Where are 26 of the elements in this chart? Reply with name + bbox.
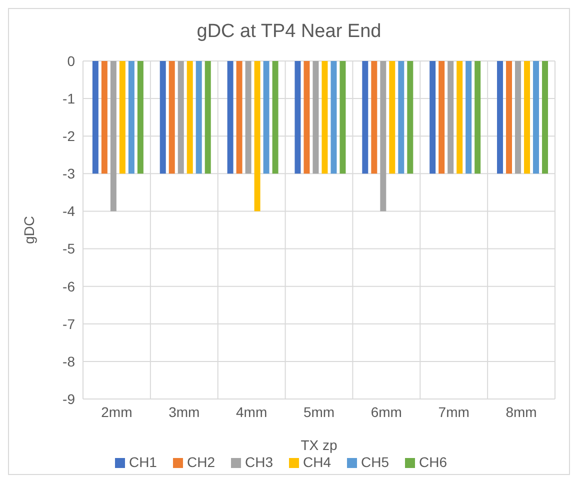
y-tick-label: -4 [62, 203, 76, 220]
y-tick-label: -3 [62, 166, 76, 182]
chart-title: gDC at TP4 Near End [196, 20, 382, 44]
y-tick-label: -5 [62, 240, 76, 257]
x-tick-label: 6mm [370, 404, 402, 420]
legend-label: CH1 [128, 454, 157, 470]
y-tick-label: -6 [62, 278, 76, 294]
legend-label: CH3 [244, 454, 273, 470]
x-tick-label: 5mm [303, 404, 335, 420]
x-tick-label: 3mm [168, 404, 200, 420]
y-tick-label: -8 [62, 353, 76, 370]
y-tick-label: -1 [62, 90, 76, 107]
y-tick-label: -2 [62, 128, 76, 144]
legend-label: CH5 [361, 454, 390, 470]
x-tick-label: 8mm [506, 404, 537, 420]
legend-label: CH4 [303, 454, 332, 470]
x-tick-label: 4mm [236, 404, 268, 420]
legend-label: CH2 [186, 454, 215, 470]
y-tick-label: -9 [62, 390, 76, 407]
y-axis-title: gDC [20, 216, 37, 244]
x-tick-label: 2mm [101, 404, 132, 420]
y-tick-label: 0 [67, 52, 76, 69]
x-tick-label: 7mm [438, 404, 470, 420]
x-axis-title: TX zp [300, 437, 338, 453]
legend-label: CH6 [419, 454, 448, 470]
y-tick-label: -7 [62, 316, 76, 332]
